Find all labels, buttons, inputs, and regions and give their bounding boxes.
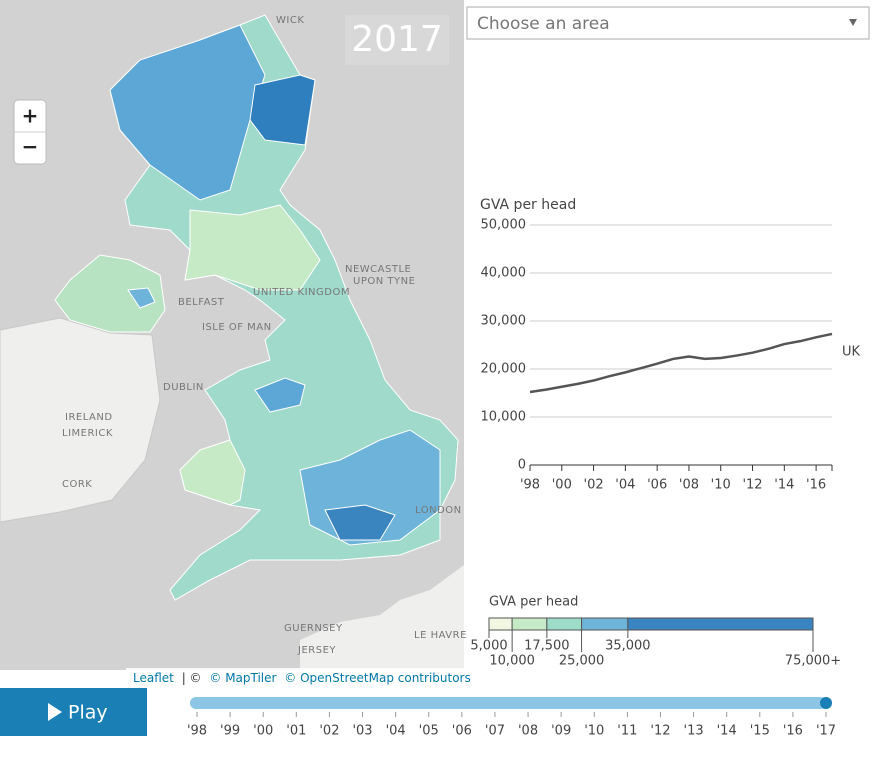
region	[324, 504, 396, 541]
attribution-link[interactable]: Leaflet	[133, 671, 174, 685]
slider-label: '14	[717, 724, 737, 739]
slider-label: '99	[220, 724, 240, 739]
legend-label: 10,000	[489, 654, 535, 669]
x-tick-label: '04	[615, 478, 635, 493]
series-line	[529, 332, 833, 394]
play-icon	[48, 703, 62, 721]
map-label: UNITED KINGDOM	[253, 287, 350, 298]
dropdown-arrow	[849, 19, 857, 26]
slider-label: '10	[584, 724, 604, 739]
zoom-out[interactable]: −	[22, 135, 39, 159]
y-tick-label: 0	[518, 458, 526, 473]
map-label: BELFAST	[178, 297, 225, 308]
legend-label: 75,000+	[785, 654, 841, 669]
play-button[interactable]	[0, 688, 147, 736]
x-tick-label: '14	[774, 478, 794, 493]
legend-label: 35,000	[605, 639, 651, 654]
slider-label: '04	[386, 724, 406, 739]
attribution-box	[126, 668, 464, 686]
attribution-text: | ©	[182, 671, 202, 685]
map-label: ISLE OF MAN	[202, 322, 272, 333]
y-axis-label: GVA per head	[480, 197, 576, 213]
play-label: Play	[68, 702, 108, 724]
map-label: NEWCASTLE	[345, 264, 411, 275]
slider-label: '06	[452, 724, 472, 739]
legend-swatch	[488, 617, 513, 631]
legend-title: GVA per head	[489, 595, 578, 610]
slider-label: '16	[783, 724, 803, 739]
region	[184, 204, 321, 291]
region	[127, 287, 156, 309]
legend-swatch	[581, 617, 629, 631]
map-label: DUBLIN	[163, 382, 204, 393]
attribution: Leaflet | © © MapTiler © OpenStreetMap c…	[133, 671, 471, 685]
year-box	[345, 15, 449, 65]
attribution-link[interactable]: © OpenStreetMap contributors	[284, 671, 470, 685]
y-tick-label: 10,000	[481, 410, 527, 425]
slider-label: '00	[253, 724, 273, 739]
slider-label: '07	[485, 724, 505, 739]
legend-label: 17,500	[524, 639, 570, 654]
legend-label: 5,000	[470, 639, 507, 654]
dropdown-placeholder: Choose an area	[477, 14, 610, 34]
slider-label: '08	[518, 724, 538, 739]
map-label: UPON TYNE	[353, 276, 415, 287]
slider-label: '15	[750, 724, 770, 739]
legend-swatch	[546, 617, 583, 631]
x-tick-label: '10	[711, 478, 731, 493]
y-tick-label: 50,000	[481, 218, 527, 233]
x-tick-label: '12	[742, 478, 762, 493]
map-label: LIMERICK	[62, 428, 113, 439]
france	[300, 565, 464, 670]
x-tick-label: '00	[552, 478, 572, 493]
slider-label: '02	[319, 724, 339, 739]
region	[179, 439, 246, 506]
region	[254, 377, 306, 413]
series-label: UK	[842, 344, 861, 359]
map-label: WICK	[276, 15, 304, 26]
map-label: JERSEY	[297, 645, 336, 656]
legend-swatch	[627, 617, 814, 631]
map-label: LONDON	[415, 505, 462, 516]
dropdown[interactable]	[466, 6, 870, 40]
zoom-in[interactable]: +	[22, 104, 39, 128]
slider-label: '13	[684, 724, 704, 739]
map-label: GUERNSEY	[284, 623, 343, 634]
slider-label: '11	[617, 724, 637, 739]
ireland	[0, 317, 161, 523]
slider-label: '01	[286, 724, 306, 739]
map-label: CORK	[62, 479, 92, 490]
slider-label: '03	[352, 724, 372, 739]
map-label: LE HAVRE	[414, 630, 467, 641]
slider-handle[interactable]	[820, 697, 832, 709]
slider-label: '17	[816, 724, 836, 739]
slider-label: '05	[419, 724, 439, 739]
y-tick-label: 30,000	[481, 314, 527, 329]
year: 2017	[351, 19, 443, 60]
y-tick-label: 40,000	[481, 266, 527, 281]
x-tick-label: '98	[520, 478, 540, 493]
slider-fill	[190, 697, 826, 709]
slider-label: '12	[650, 724, 670, 739]
region	[249, 74, 316, 146]
map-label: IRELAND	[65, 412, 113, 423]
x-tick-label: '08	[679, 478, 699, 493]
legend-swatch	[511, 617, 548, 631]
x-tick-label: '06	[647, 478, 667, 493]
attribution-link[interactable]: © MapTiler	[209, 671, 276, 685]
northern-ireland	[54, 254, 166, 333]
slider-label: '09	[551, 724, 571, 739]
slider-label: '98	[187, 724, 207, 739]
y-tick-label: 20,000	[481, 362, 527, 377]
legend-label: 25,000	[559, 654, 605, 669]
x-tick-label: '02	[584, 478, 604, 493]
x-tick-label: '16	[806, 478, 826, 493]
